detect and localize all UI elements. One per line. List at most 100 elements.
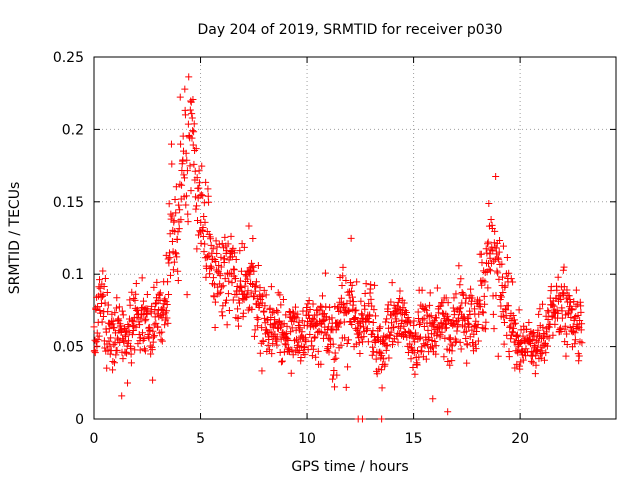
data-point xyxy=(127,344,135,352)
data-point xyxy=(511,364,519,372)
data-point xyxy=(571,340,579,348)
data-point xyxy=(503,254,511,262)
data-point xyxy=(450,294,458,302)
data-point xyxy=(387,319,395,327)
data-point xyxy=(381,360,389,368)
data-point xyxy=(294,310,302,318)
data-point xyxy=(298,317,306,325)
data-point xyxy=(494,352,502,360)
data-point xyxy=(250,267,258,275)
data-point xyxy=(519,356,527,364)
data-point xyxy=(107,334,115,342)
data-point xyxy=(168,237,176,245)
data-point xyxy=(181,111,189,119)
data-point xyxy=(570,314,578,322)
data-point xyxy=(259,337,267,345)
data-point xyxy=(193,245,201,253)
data-point xyxy=(378,384,386,392)
data-point xyxy=(146,326,154,334)
data-point xyxy=(553,306,561,314)
data-point xyxy=(544,307,552,315)
data-point xyxy=(369,343,377,351)
data-point xyxy=(108,320,116,328)
data-point xyxy=(298,328,306,336)
data-point xyxy=(476,303,484,311)
data-point xyxy=(532,361,540,369)
data-point xyxy=(392,317,400,325)
x-tick-label: 0 xyxy=(90,431,99,447)
data-point xyxy=(119,311,127,319)
data-point xyxy=(455,262,463,270)
data-point xyxy=(240,243,248,251)
data-point xyxy=(456,281,464,289)
data-point xyxy=(457,275,465,283)
data-point xyxy=(443,312,451,320)
data-point xyxy=(484,284,492,292)
data-point xyxy=(334,323,342,331)
data-point xyxy=(182,201,190,209)
data-point xyxy=(199,224,207,232)
data-point xyxy=(244,275,252,283)
data-point xyxy=(360,323,368,331)
data-point xyxy=(209,274,217,282)
data-point xyxy=(343,339,351,347)
data-point xyxy=(345,306,353,314)
data-point xyxy=(328,325,336,333)
data-point xyxy=(211,324,219,332)
data-point xyxy=(305,296,313,304)
data-point xyxy=(267,283,275,291)
data-point xyxy=(383,342,391,350)
data-point xyxy=(118,307,126,315)
data-point xyxy=(368,302,376,310)
data-point xyxy=(296,324,304,332)
data-point xyxy=(478,324,486,332)
data-point xyxy=(224,290,232,298)
data-point xyxy=(161,321,169,329)
data-point xyxy=(199,192,207,200)
data-point xyxy=(506,323,514,331)
data-point xyxy=(522,345,530,353)
data-point xyxy=(400,299,408,307)
data-point xyxy=(568,306,576,314)
data-point xyxy=(453,327,461,335)
data-point xyxy=(182,192,190,200)
data-point xyxy=(218,308,226,316)
data-point xyxy=(149,327,157,335)
data-point xyxy=(512,333,520,341)
data-point xyxy=(375,324,383,332)
data-point xyxy=(247,289,255,297)
data-point xyxy=(471,340,479,348)
data-point xyxy=(325,348,333,356)
data-point xyxy=(243,291,251,299)
data-point xyxy=(216,272,224,280)
data-point xyxy=(184,210,192,218)
data-point xyxy=(441,334,449,342)
data-point xyxy=(163,314,171,322)
data-point xyxy=(501,282,509,290)
data-point xyxy=(132,280,140,288)
data-point xyxy=(256,291,264,299)
data-point xyxy=(156,289,164,297)
data-point xyxy=(250,292,258,300)
data-point xyxy=(113,346,121,354)
data-point xyxy=(218,240,226,248)
data-point xyxy=(310,316,318,324)
data-point xyxy=(351,314,359,322)
data-point xyxy=(560,289,568,297)
data-point xyxy=(101,274,109,282)
data-point xyxy=(273,341,281,349)
data-point xyxy=(387,298,395,306)
data-point xyxy=(171,196,179,204)
data-point xyxy=(566,323,574,331)
data-point xyxy=(390,323,398,331)
data-point xyxy=(334,319,342,327)
data-point xyxy=(187,187,195,195)
data-point xyxy=(239,309,247,317)
data-point xyxy=(183,167,191,175)
data-point xyxy=(176,180,184,188)
data-point xyxy=(524,348,532,356)
data-point xyxy=(192,145,200,153)
data-point xyxy=(446,361,454,369)
data-point xyxy=(490,239,498,247)
